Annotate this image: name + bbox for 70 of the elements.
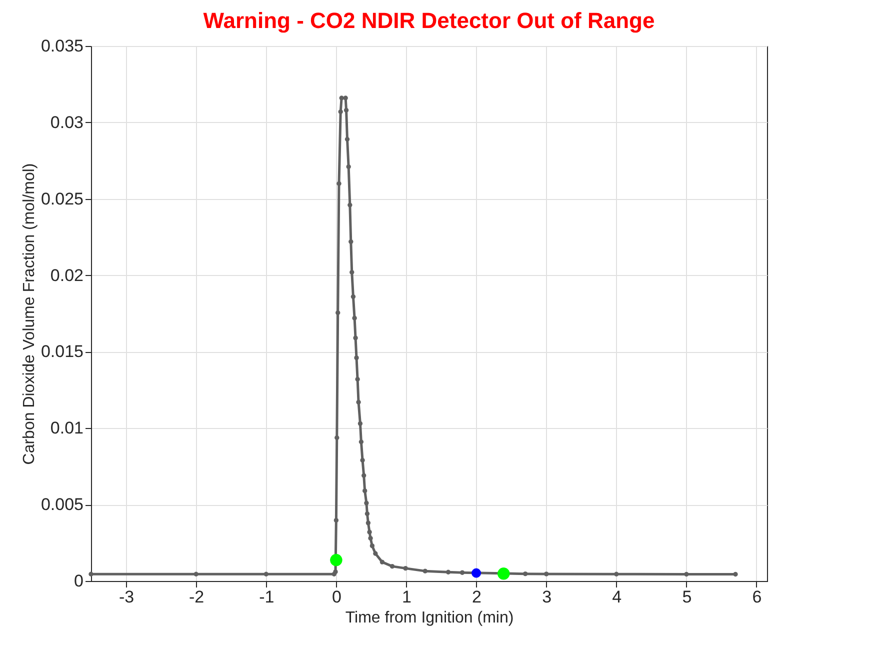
point bbox=[684, 572, 689, 577]
point bbox=[364, 511, 370, 516]
point bbox=[353, 336, 358, 340]
point bbox=[264, 572, 268, 576]
point bbox=[362, 473, 366, 478]
point bbox=[330, 554, 342, 566]
point bbox=[358, 440, 364, 444]
point bbox=[358, 421, 363, 426]
point bbox=[334, 518, 339, 523]
point bbox=[403, 566, 408, 571]
point bbox=[360, 458, 365, 463]
x-tick-label: -2 bbox=[189, 588, 204, 606]
x-tick-label: 5 bbox=[682, 588, 692, 606]
point bbox=[373, 551, 378, 556]
point bbox=[733, 572, 738, 577]
point bbox=[348, 202, 352, 208]
point bbox=[362, 488, 368, 494]
x-tick-label: -3 bbox=[118, 588, 134, 606]
x-tick-label: 2 bbox=[472, 588, 482, 606]
x-tick-label: -1 bbox=[259, 588, 274, 606]
x-tick-label: 3 bbox=[542, 588, 552, 606]
y-tick-label: 0.005 bbox=[40, 495, 84, 514]
y-tick-label: 0.03 bbox=[50, 112, 84, 132]
y-tick-label: 0.015 bbox=[40, 342, 84, 362]
point bbox=[446, 570, 451, 574]
y-tick-label: 0.025 bbox=[40, 189, 84, 208]
point bbox=[368, 536, 373, 541]
x-tick-label: 6 bbox=[752, 588, 762, 606]
point bbox=[370, 544, 375, 548]
x-tick-label: 4 bbox=[612, 588, 622, 606]
point bbox=[336, 181, 342, 186]
point bbox=[366, 520, 371, 526]
point bbox=[344, 108, 349, 113]
point bbox=[356, 400, 361, 404]
point bbox=[336, 310, 340, 316]
point bbox=[354, 355, 359, 360]
point bbox=[472, 568, 482, 578]
point bbox=[344, 136, 350, 142]
point bbox=[333, 569, 338, 574]
point bbox=[614, 572, 619, 576]
point bbox=[338, 109, 343, 114]
point bbox=[339, 96, 344, 100]
point bbox=[497, 568, 510, 580]
point bbox=[346, 164, 351, 170]
point bbox=[522, 571, 528, 576]
point bbox=[352, 316, 357, 320]
point bbox=[350, 294, 356, 300]
y-tick-label: 0.035 bbox=[40, 36, 84, 56]
point bbox=[348, 239, 354, 244]
point bbox=[343, 96, 348, 100]
point bbox=[390, 564, 395, 569]
y-tick-label: 0 bbox=[74, 572, 84, 590]
point bbox=[88, 572, 94, 576]
x-tick-label: 1 bbox=[402, 588, 412, 606]
point bbox=[194, 572, 198, 576]
x-axis-title: Time from Ignition (min) bbox=[345, 610, 514, 626]
chart-title: Warning - CO2 NDIR Detector Out of Range bbox=[203, 8, 655, 33]
y-tick-label: 0.02 bbox=[50, 266, 84, 285]
y-tick-label: 0.01 bbox=[50, 418, 84, 438]
y-axis-title: Carbon Dioxide Volume Fraction (mol/mol) bbox=[20, 163, 38, 465]
x-tick-label: 0 bbox=[332, 588, 342, 606]
point bbox=[367, 530, 372, 534]
point bbox=[350, 270, 354, 275]
point bbox=[334, 435, 340, 440]
point bbox=[355, 376, 360, 382]
point bbox=[422, 568, 428, 574]
point bbox=[364, 500, 369, 506]
point bbox=[380, 560, 385, 564]
point bbox=[544, 572, 549, 576]
point bbox=[460, 570, 465, 575]
